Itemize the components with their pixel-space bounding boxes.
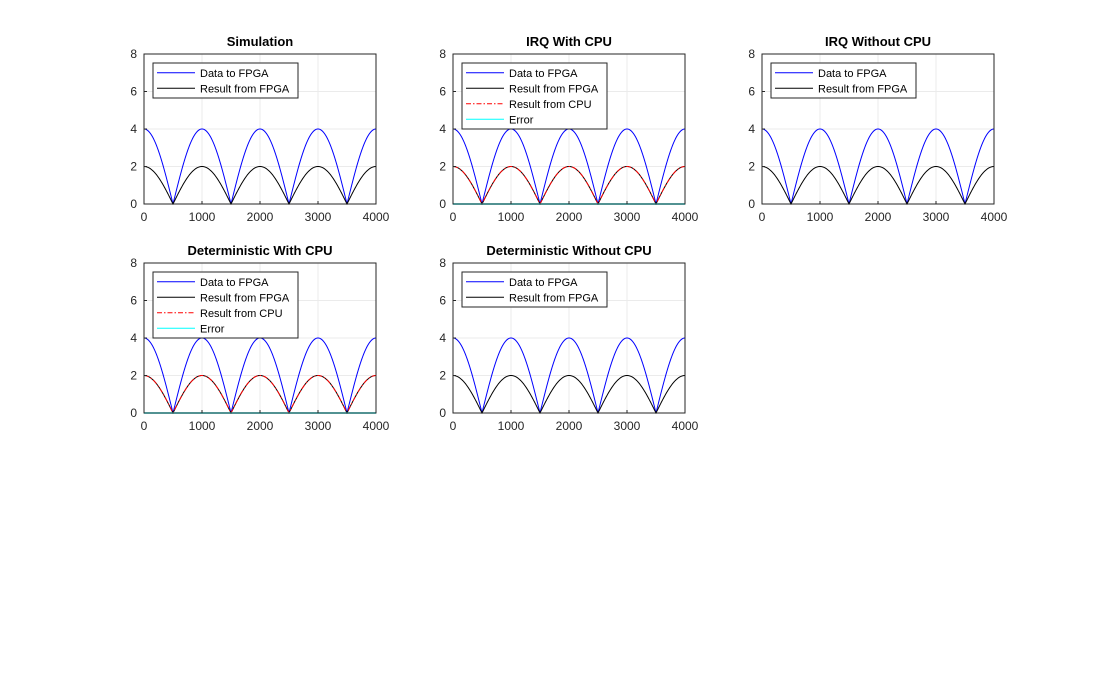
y-tick-label: 2	[439, 160, 446, 174]
legend-label: Error	[200, 323, 225, 335]
legend-label: Result from FPGA	[200, 292, 290, 304]
x-tick-label: 3000	[923, 210, 950, 224]
x-tick-label: 4000	[363, 419, 390, 433]
subplot-3: 0 1000 2000 3000 4000 0 2 4 6 8 IRQ Without CPU Dat…	[748, 34, 1007, 224]
y-tick-label: 8	[439, 256, 446, 270]
subplot-2: 0 1000 2000 3000 4000 0 2 4 6 8 IRQ With CPU Data t…	[439, 34, 698, 224]
chart-title: Simulation	[227, 34, 294, 49]
legend-label: Result from FPGA	[200, 83, 290, 95]
x-tick-label: 2000	[865, 210, 892, 224]
y-tick-label: 6	[439, 85, 446, 99]
legend: Data to FPGA Result from FPGA Result from …	[152, 271, 299, 339]
x-tick-label: 3000	[614, 210, 641, 224]
x-tick-label: 4000	[672, 419, 699, 433]
legend-box	[152, 271, 299, 339]
series-line-3	[143, 374, 377, 415]
legend-label: Data to FPGA	[509, 68, 578, 80]
legend-box	[461, 62, 608, 130]
x-tick-label: 1000	[807, 210, 834, 224]
chart-title: IRQ With CPU	[526, 34, 612, 49]
subplot-5: 0 1000 2000 3000 4000 0 2 4 6 8 Deterministic With…	[439, 243, 698, 433]
series-line-1	[452, 337, 686, 414]
y-tick-label: 4	[130, 331, 137, 345]
x-tick-label: 0	[450, 419, 457, 433]
y-tick-label: 8	[130, 256, 137, 270]
x-tick-label: 0	[141, 210, 148, 224]
x-tick-label: 0	[141, 419, 148, 433]
y-tick-label: 0	[439, 197, 446, 211]
y-tick-label: 8	[748, 47, 755, 61]
y-tick-label: 0	[130, 406, 137, 420]
x-tick-label: 2000	[247, 210, 274, 224]
y-tick-label: 8	[439, 47, 446, 61]
series-line-2	[452, 374, 686, 415]
legend: Data to FPGA Result from FPGA	[770, 62, 917, 99]
legend-label: Result from FPGA	[509, 292, 599, 304]
x-tick-label: 4000	[672, 210, 699, 224]
legend: Data to FPGA Result from FPGA Result from …	[461, 62, 608, 130]
legend-label: Result from CPU	[509, 99, 592, 111]
legend-label: Result from FPGA	[818, 83, 908, 95]
series-line-1	[761, 128, 995, 205]
y-tick-label: 4	[748, 122, 755, 136]
legend-label: Result from CPU	[200, 308, 283, 320]
x-tick-label: 2000	[556, 210, 583, 224]
legend-label: Data to FPGA	[200, 277, 269, 289]
x-tick-label: 1000	[189, 419, 216, 433]
legend: Data to FPGA Result from FPGA	[152, 62, 299, 99]
y-tick-label: 6	[748, 85, 755, 99]
y-tick-label: 2	[439, 369, 446, 383]
subplot-1: 0 1000 2000 3000 4000 0 2 4 6 8 Simulation Data to …	[130, 34, 389, 224]
chart-title: Deterministic Without CPU	[486, 243, 651, 258]
x-tick-label: 4000	[363, 210, 390, 224]
x-tick-label: 0	[759, 210, 766, 224]
y-tick-label: 2	[748, 160, 755, 174]
legend: Data to FPGA Result from FPGA	[461, 271, 608, 308]
y-tick-label: 0	[439, 406, 446, 420]
series-line-2	[761, 165, 995, 206]
x-tick-label: 4000	[981, 210, 1008, 224]
y-tick-label: 0	[130, 197, 137, 211]
legend-label: Error	[509, 114, 534, 126]
y-tick-label: 8	[130, 47, 137, 61]
x-tick-label: 2000	[247, 419, 274, 433]
chart-title: Deterministic With CPU	[187, 243, 332, 258]
y-tick-label: 6	[130, 294, 137, 308]
y-tick-label: 2	[130, 369, 137, 383]
subplot-4: 0 1000 2000 3000 4000 0 2 4 6 8 Deterministic With…	[130, 243, 389, 433]
legend-box	[461, 271, 608, 308]
x-tick-label: 0	[450, 210, 457, 224]
legend-label: Result from FPGA	[509, 83, 599, 95]
x-tick-label: 1000	[189, 210, 216, 224]
x-tick-label: 1000	[498, 210, 525, 224]
y-tick-label: 4	[439, 331, 446, 345]
series-line-2	[143, 165, 377, 206]
legend-box	[770, 62, 917, 99]
legend-box	[152, 62, 299, 99]
x-tick-label: 3000	[614, 419, 641, 433]
legend-label: Data to FPGA	[818, 68, 887, 80]
legend-label: Data to FPGA	[509, 277, 578, 289]
chart-title: IRQ Without CPU	[825, 34, 931, 49]
x-tick-label: 3000	[305, 419, 332, 433]
x-tick-label: 3000	[305, 210, 332, 224]
y-tick-label: 4	[130, 122, 137, 136]
y-tick-label: 6	[130, 85, 137, 99]
y-tick-label: 4	[439, 122, 446, 136]
y-tick-label: 0	[748, 197, 755, 211]
y-tick-label: 2	[130, 160, 137, 174]
series-line-1	[143, 128, 377, 205]
y-tick-label: 6	[439, 294, 446, 308]
x-tick-label: 2000	[556, 419, 583, 433]
x-tick-label: 1000	[498, 419, 525, 433]
series-line-3	[452, 165, 686, 206]
legend-label: Data to FPGA	[200, 68, 269, 80]
